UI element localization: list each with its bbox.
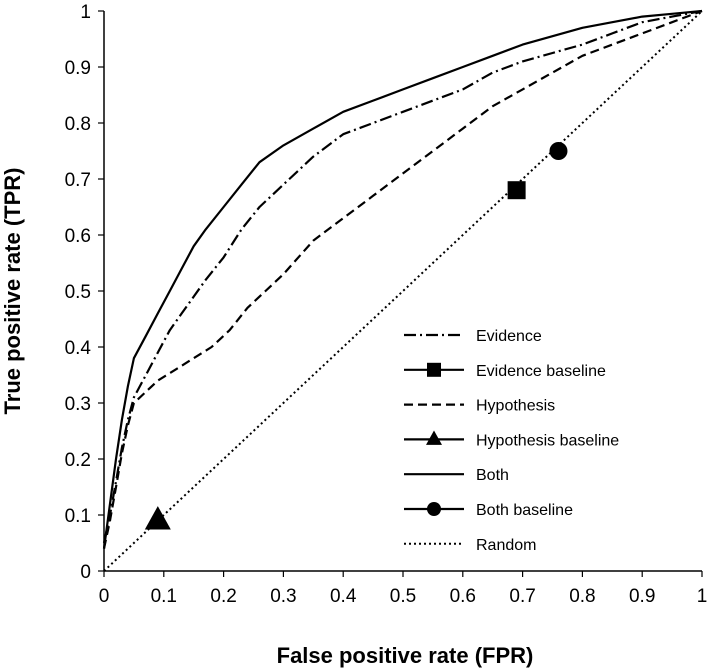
y-tick-label: 0 (80, 562, 91, 583)
y-axis-title: True positive rate (TPR) (0, 168, 25, 415)
x-axis-title: False positive rate (FPR) (277, 643, 534, 668)
y-tick-label: 0.8 (65, 114, 91, 135)
legend-marker-hypothesis-baseline (426, 430, 442, 445)
x-tick-label: 0.4 (330, 586, 357, 607)
series-line-random (103, 10, 703, 572)
series-line-hypothesis (102, 9, 703, 549)
x-tick-label: 0.7 (509, 586, 535, 607)
x-tick-label: 0.5 (390, 586, 416, 607)
y-tick-label: 1 (80, 2, 91, 23)
legend-marker-evidence-baseline (427, 362, 441, 377)
x-tick-label: 0.2 (210, 586, 236, 607)
series-line-both (102, 9, 703, 549)
y-tick-label: 0.1 (65, 506, 91, 527)
x-tick-label: 0.6 (450, 586, 476, 607)
x-tick-label: 0 (99, 586, 110, 607)
data-point-evidence-baseline (507, 181, 526, 200)
y-tick-label: 0.7 (65, 170, 91, 191)
y-tick-label: 0.6 (65, 226, 91, 247)
legend-marker-both-baseline (427, 502, 441, 516)
x-tick-label: 0.8 (569, 586, 595, 607)
legend-label-both: Both (476, 467, 509, 484)
legend-label-hypothesis: Hypothesis (476, 398, 555, 415)
y-tick-label: 0.4 (65, 338, 92, 359)
x-tick-label: 0.9 (629, 586, 655, 607)
legend-label-evidence: Evidence (476, 328, 542, 345)
series-line-evidence (102, 9, 703, 544)
legend-label-hypothesis-baseline: Hypothesis baseline (476, 432, 619, 449)
legend-label-both-baseline: Both baseline (476, 502, 573, 519)
y-tick-label: 0.3 (65, 394, 91, 415)
y-tick-label: 0.2 (65, 450, 91, 471)
legend-label-random: Random (476, 537, 536, 554)
plot-area (102, 9, 703, 572)
x-tick-label: 1 (697, 586, 708, 607)
legend-label-evidence-baseline: Evidence baseline (476, 363, 606, 380)
y-tick-label: 0.9 (65, 58, 91, 79)
x-tick-label: 0.3 (270, 586, 296, 607)
x-tick-label: 0.1 (151, 586, 177, 607)
y-tick-label: 0.5 (65, 282, 91, 303)
data-point-hypothesis-baseline (144, 506, 171, 530)
legend: Evidence Evidence baseline Hypothesis Hypot… (404, 328, 619, 554)
axes: 0 0.1 0.2 0.3 0.4 0.5 0.6 0.7 0.8 0.9 1 0 0.1 0.2 0.3 0… (65, 2, 708, 607)
data-point-both-baseline (549, 142, 568, 160)
